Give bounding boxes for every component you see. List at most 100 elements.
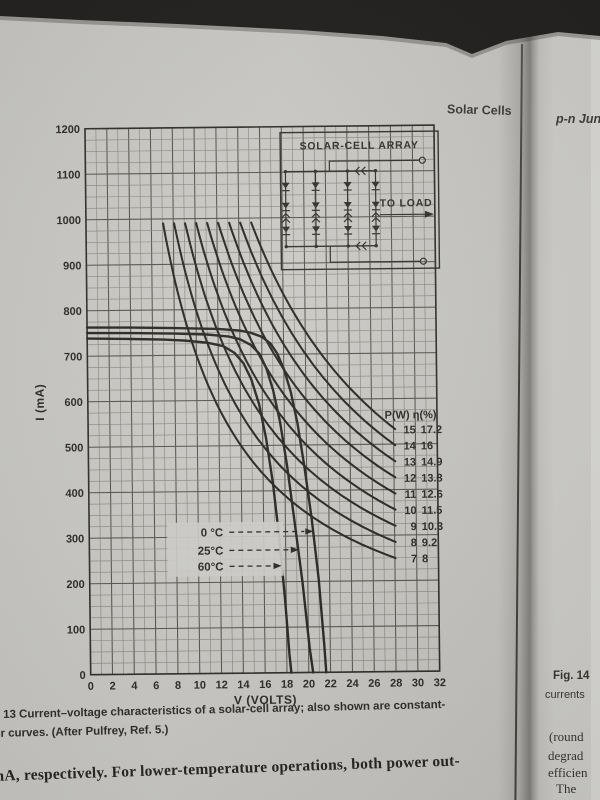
junction-dot bbox=[314, 244, 318, 249]
power-label-eta: 8 bbox=[422, 553, 428, 565]
bottom-bus bbox=[286, 245, 377, 248]
y-axis-label: I (mA) bbox=[33, 384, 47, 421]
inset-title: SOLAR-CELL ARRAY bbox=[300, 139, 419, 152]
svg-text:4: 4 bbox=[131, 680, 138, 692]
right-page-fragment: The bbox=[556, 781, 577, 796]
bus-break-icon bbox=[355, 241, 367, 251]
y-axis-ticks: 0 100 200 300 400 500 600 700 800 900 1000 1100 1200 bbox=[55, 124, 85, 682]
temp-annotations: 0 °C 25°C 60°C bbox=[198, 527, 314, 574]
break-squiggle-icon bbox=[371, 211, 381, 223]
diode-icon bbox=[371, 181, 380, 188]
diode-icon bbox=[311, 182, 320, 189]
svg-text:26: 26 bbox=[368, 678, 380, 690]
right-page bbox=[532, 30, 600, 800]
power-curve-14W bbox=[239, 221, 397, 447]
svg-text:1100: 1100 bbox=[57, 169, 81, 181]
power-table-labels: P(W) η(%) 15 17.2 14 16 13 14.9 12 13.8 11 12.6 10 1… bbox=[385, 409, 444, 565]
temp-label-patch bbox=[167, 521, 284, 577]
inset-box bbox=[279, 130, 441, 271]
svg-text:32: 32 bbox=[434, 677, 446, 689]
svg-text:800: 800 bbox=[63, 306, 81, 318]
power-curve-7W bbox=[162, 222, 397, 560]
diode-icon bbox=[312, 226, 321, 233]
x-axis-label: V (VOLTS) bbox=[234, 693, 297, 708]
x-axis-ticks: 0 2 4 6 8 10 12 14 16 18 20 22 24 26 28 30 32 bbox=[88, 677, 446, 693]
top-bus bbox=[285, 170, 376, 173]
power-curve-11W bbox=[206, 221, 397, 495]
top-lead-wire bbox=[328, 159, 420, 172]
arrowhead-icon bbox=[290, 546, 299, 553]
junction-dot bbox=[283, 169, 288, 174]
svg-text:1000: 1000 bbox=[56, 215, 81, 227]
svg-text:20: 20 bbox=[303, 678, 315, 690]
bottom-lead-wire bbox=[329, 246, 421, 263]
svg-text:28: 28 bbox=[390, 677, 402, 689]
power-label-eta: 14.9 bbox=[421, 456, 443, 468]
svg-text:24: 24 bbox=[346, 678, 359, 690]
right-page-fragment: currents bbox=[545, 689, 585, 701]
power-label-eta: 16 bbox=[421, 440, 433, 452]
junction-dot bbox=[313, 169, 318, 174]
svg-text:22: 22 bbox=[325, 678, 337, 690]
power-label-eta: 10.3 bbox=[422, 521, 444, 533]
svg-text:2: 2 bbox=[110, 680, 116, 692]
diode-icon bbox=[343, 201, 352, 209]
body-text-line: mA, respectively. For lower-temperature … bbox=[0, 752, 461, 785]
svg-text:18: 18 bbox=[281, 679, 293, 691]
to-load-label: TO LOAD bbox=[380, 197, 433, 210]
svg-text:6: 6 bbox=[153, 680, 159, 692]
inset-circuit: SOLAR-CELL ARRAY TO LOAD bbox=[279, 130, 441, 271]
power-label-watts: 14 bbox=[404, 440, 417, 452]
junction-dot bbox=[284, 244, 288, 249]
power-table-header: P(W) η(%) bbox=[385, 409, 437, 422]
temp-label: 60°C bbox=[198, 561, 224, 573]
arrowhead-icon bbox=[305, 528, 314, 535]
power-label-eta: 13.8 bbox=[421, 472, 443, 484]
power-curve-8W bbox=[173, 222, 397, 543]
junction-dot bbox=[345, 169, 350, 173]
diode-icon bbox=[343, 181, 352, 189]
power-curve-9W bbox=[184, 222, 397, 527]
svg-text:30: 30 bbox=[412, 677, 424, 689]
diode-icon bbox=[344, 225, 353, 233]
svg-text:300: 300 bbox=[66, 533, 84, 545]
figure-13-chart: 0 100 200 300 400 500 600 700 800 900 1000 1100 1200… bbox=[17, 108, 493, 727]
break-squiggle-icon bbox=[311, 212, 321, 223]
power-label-eta: 17.2 bbox=[421, 424, 443, 436]
page-gutter-shadow bbox=[498, 0, 554, 800]
diode-icon bbox=[281, 182, 290, 189]
power-label-watts: 10 bbox=[404, 505, 416, 517]
iv-chart-svg: 0100200300400500600700800900100011001200… bbox=[33, 124, 446, 708]
power-label-watts: 7 bbox=[411, 553, 417, 565]
svg-text:700: 700 bbox=[64, 351, 82, 363]
diode-icon bbox=[282, 226, 291, 233]
right-page-fragment: Fig. 14 bbox=[553, 670, 590, 682]
svg-text:0: 0 bbox=[80, 670, 86, 682]
power-label-watts: 11 bbox=[405, 489, 417, 501]
svg-text:14: 14 bbox=[237, 679, 250, 691]
power-curve-13W bbox=[228, 221, 397, 463]
break-squiggle-icon bbox=[281, 212, 291, 224]
arrowhead-icon bbox=[424, 210, 434, 218]
svg-text:500: 500 bbox=[65, 442, 83, 454]
power-label-watts: 15 bbox=[403, 424, 415, 436]
bus-break-icon bbox=[354, 166, 366, 176]
diode-icon bbox=[311, 202, 320, 209]
svg-text:16: 16 bbox=[259, 679, 271, 691]
iv-curve-0°C bbox=[85, 326, 328, 674]
temp-leader-line bbox=[229, 549, 290, 552]
svg-text:1200: 1200 bbox=[55, 124, 80, 136]
power-curve-12W bbox=[217, 221, 397, 479]
junction-dot bbox=[374, 244, 378, 248]
terminal-circle bbox=[418, 156, 426, 164]
power-curve-15W bbox=[250, 221, 397, 431]
svg-text:400: 400 bbox=[65, 488, 83, 500]
svg-text:100: 100 bbox=[67, 624, 85, 636]
constant-power-curves bbox=[162, 221, 397, 560]
terminal-circle bbox=[419, 257, 427, 265]
power-curve-10W bbox=[195, 222, 397, 511]
right-page-fragment: (round bbox=[549, 729, 584, 744]
temp-label: 25°C bbox=[198, 545, 224, 557]
power-label-watts: 12 bbox=[404, 473, 416, 485]
power-label-eta: 12.6 bbox=[421, 489, 443, 501]
